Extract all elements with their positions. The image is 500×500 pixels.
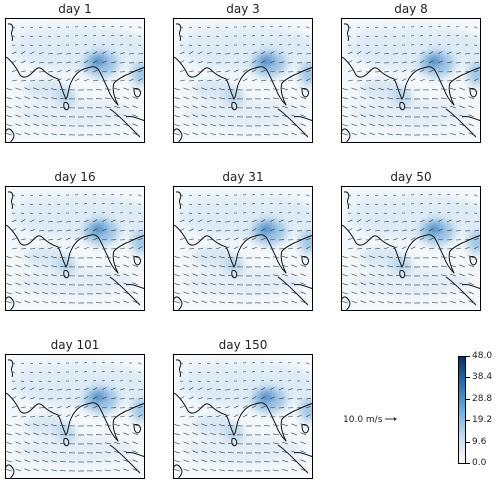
map-area [173,354,313,479]
map-panel-day-150: day 150 [168,336,318,479]
colorbar-tick [466,356,470,357]
colorbar-tick [466,420,470,422]
map-area [173,18,313,143]
panel-title: day 3 [226,2,260,16]
map-canvas [6,19,144,142]
reference-vector-label: 10.0 m/s [343,415,383,425]
panel-title: day 150 [218,338,268,352]
map-area [341,18,481,143]
panel-title: day 1 [58,2,92,16]
map-area [173,186,313,311]
colorbar-tick-label: 48.0 [472,351,493,361]
colorbar-tick-label: 38.4 [472,372,493,383]
colorbar-tick [466,377,470,379]
precipitation-shading [174,355,312,478]
map-canvas [174,19,312,142]
colorbar-tick-label: 28.8 [472,393,493,404]
map-canvas [6,187,144,310]
wind-vectors [342,25,480,136]
map-canvas [174,355,312,478]
wind-vectors [6,25,144,136]
map-panel-day-31: day 31 [168,168,318,311]
colorbar-tick-label: 9.6 [472,436,487,447]
colorbar [458,356,466,464]
map-canvas [6,355,144,478]
map-canvas [174,187,312,310]
wind-vectors [342,193,480,304]
map-panel-day-3: day 3 [168,0,318,143]
colorbar-tick-label: 19.2 [472,415,493,426]
panel-title: day 16 [54,170,96,184]
map-panel-day-16: day 16 [0,168,150,311]
map-panel-day-50: day 50 [336,168,486,311]
map-canvas [342,187,480,310]
colorbar-tick [466,463,470,464]
map-area [5,354,145,479]
wind-vectors [174,193,312,304]
precipitation-shading [174,19,312,142]
map-canvas [342,19,480,142]
colorbar-tick [466,441,470,443]
map-area [5,18,145,143]
map-panel-day-1: day 1 [0,0,150,143]
panel-title: day 50 [390,170,432,184]
wind-vectors [6,361,144,472]
wind-vectors [174,361,312,472]
map-panel-day-101: day 101 [0,336,150,479]
precipitation-shading [342,19,480,142]
colorbar-tick-label: 0.0 [472,458,487,468]
colorbar-tick [466,398,470,400]
panel-title: day 31 [222,170,264,184]
map-area [341,186,481,311]
map-panel-day-8: day 8 [336,0,486,143]
wind-vectors [174,25,312,136]
map-area [5,186,145,311]
panel-title: day 8 [394,2,428,16]
reference-vector-arrow-icon [385,417,397,421]
panel-title: day 101 [50,338,100,352]
wind-vectors [6,193,144,304]
